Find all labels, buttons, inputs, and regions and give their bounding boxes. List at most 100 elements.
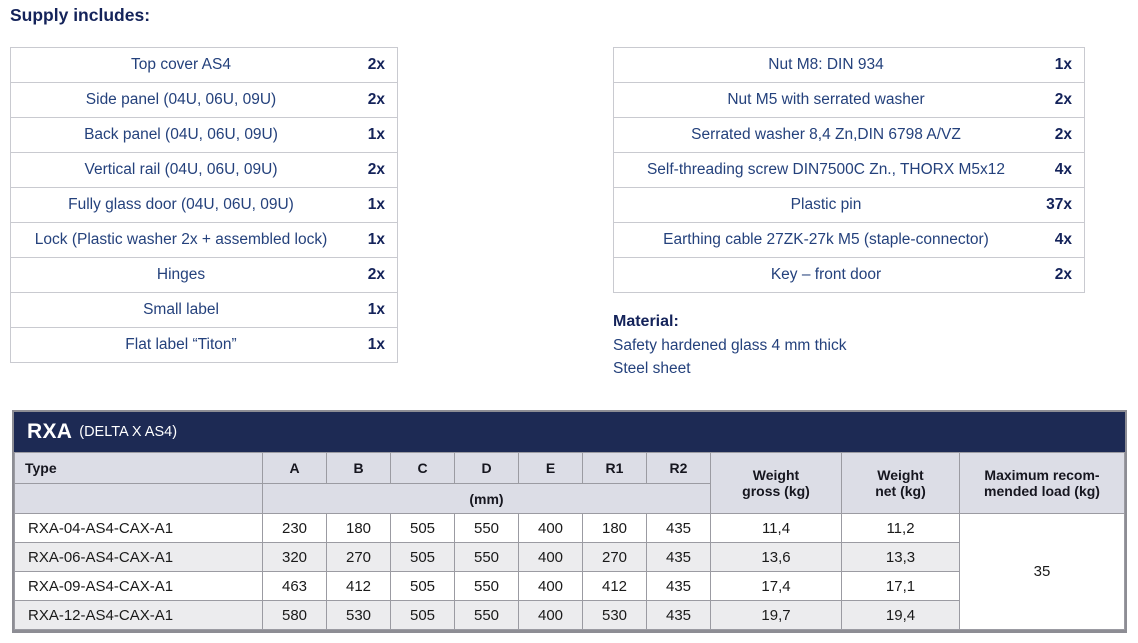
spec-cell: 530 — [582, 600, 647, 630]
spec-cell: 505 — [390, 542, 455, 572]
spec-cell: 463 — [262, 571, 327, 601]
spec-cell: 435 — [646, 513, 711, 543]
spec-cell: 550 — [454, 600, 519, 630]
spec-cell: 435 — [646, 600, 711, 630]
spec-cell: 230 — [262, 513, 327, 543]
supply-row: Top cover AS4 2x — [11, 48, 397, 83]
supply-item-label: Self-threading screw DIN7500C Zn., THORX… — [646, 161, 1006, 178]
supply-item-qty: 1x — [367, 126, 385, 143]
supply-item-qty: 2x — [1054, 126, 1072, 143]
spec-cell: 505 — [390, 600, 455, 630]
spec-type: RXA-04-AS4-CAX-A1 — [14, 513, 263, 543]
material-heading: Material: — [613, 313, 679, 330]
col-header-b: B — [326, 452, 391, 484]
supply-row: Vertical rail (04U, 06U, 09U) 2x — [11, 153, 397, 188]
spec-weight-gross: 13,6 — [710, 542, 842, 572]
supply-item-qty: 2x — [1054, 266, 1072, 283]
col-header-d: D — [454, 452, 519, 484]
supply-row: Plastic pin 37x — [614, 188, 1084, 223]
supply-item-qty: 2x — [367, 266, 385, 283]
col-header-type: Type — [14, 452, 263, 484]
supply-item-label: Back panel (04U, 06U, 09U) — [84, 126, 278, 143]
spec-cell: 270 — [326, 542, 391, 572]
col-header-c: C — [390, 452, 455, 484]
spec-type: RXA-12-AS4-CAX-A1 — [14, 600, 263, 630]
spec-max-load: 35 — [959, 513, 1125, 630]
supply-item-label: Vertical rail (04U, 06U, 09U) — [84, 161, 278, 178]
supply-item-qty: 1x — [367, 231, 385, 248]
supply-item-qty: 2x — [367, 161, 385, 178]
spec-cell: 400 — [518, 600, 583, 630]
material-block: Material: Safety hardened glass 4 mm thi… — [613, 310, 846, 380]
spec-row: RXA-12-AS4-CAX-A1 580 530 505 550 400 53… — [14, 600, 1125, 630]
spec-cell: 180 — [582, 513, 647, 543]
supply-item-label: Fully glass door (04U, 06U, 09U) — [68, 196, 294, 213]
spec-cell: 505 — [390, 571, 455, 601]
supply-row: Hinges 2x — [11, 258, 397, 293]
supply-item-label: Key – front door — [770, 266, 882, 283]
spec-cell: 180 — [326, 513, 391, 543]
supply-item-qty: 1x — [1054, 56, 1072, 73]
spec-cell: 400 — [518, 542, 583, 572]
supply-item-qty: 1x — [367, 336, 385, 353]
supply-row: Flat label “Titon” 1x — [11, 328, 397, 362]
supply-item-label: Earthing cable 27ZK-27k M5 (staple-conne… — [663, 231, 989, 248]
col-header-weight-gross: Weight gross (kg) — [710, 452, 842, 514]
spec-weight-gross: 17,4 — [710, 571, 842, 601]
supply-item-qty: 2x — [367, 91, 385, 108]
supply-item-qty: 1x — [367, 301, 385, 318]
spec-cell: 412 — [326, 571, 391, 601]
supply-list-right: Nut M8: DIN 934 1x Nut M5 with serrated w… — [613, 47, 1085, 293]
supply-row: Nut M8: DIN 934 1x — [614, 48, 1084, 83]
supply-item-qty: 1x — [367, 196, 385, 213]
supply-item-label: Small label — [143, 301, 219, 318]
page-title: Supply includes: — [10, 5, 151, 25]
spec-cell: 550 — [454, 513, 519, 543]
supply-item-label: Nut M5 with serrated washer — [727, 91, 925, 108]
material-line: Safety hardened glass 4 mm thick — [613, 337, 847, 354]
supply-list-left: Top cover AS4 2x Side panel (04U, 06U, 09… — [10, 47, 398, 363]
supply-item-label: Hinges — [156, 266, 206, 283]
spec-cell: 435 — [646, 571, 711, 601]
supply-item-label: Serrated washer 8,4 Zn,DIN 6798 A/VZ — [691, 126, 961, 143]
spec-cell: 400 — [518, 513, 583, 543]
supply-row: Fully glass door (04U, 06U, 09U) 1x — [11, 188, 397, 223]
spec-weight-net: 19,4 — [841, 600, 960, 630]
col-header-r2: R2 — [646, 452, 711, 484]
supply-row: Nut M5 with serrated washer 2x — [614, 83, 1084, 118]
supply-row: Serrated washer 8,4 Zn,DIN 6798 A/VZ 2x — [614, 118, 1084, 153]
spec-cell: 505 — [390, 513, 455, 543]
supply-item-qty: 37x — [1046, 196, 1072, 213]
spec-weight-net: 13,3 — [841, 542, 960, 572]
spec-weight-net: 11,2 — [841, 513, 960, 543]
supply-item-label: Flat label “Titon” — [125, 336, 237, 353]
col-header-r1: R1 — [582, 452, 647, 484]
spec-table: RXA (DELTA X AS4) Type A B C D E R1 R2 W… — [12, 410, 1127, 633]
supply-item-label: Plastic pin — [790, 196, 862, 213]
spec-row: RXA-09-AS4-CAX-A1 463 412 505 550 400 41… — [14, 571, 1125, 601]
spec-data-table: Type A B C D E R1 R2 Weight gross (kg) W… — [14, 452, 1125, 630]
supply-row: Key – front door 2x — [614, 258, 1084, 292]
col-header-weight-net: Weight net (kg) — [841, 452, 960, 514]
spec-title: RXA — [27, 420, 73, 443]
spec-cell: 400 — [518, 571, 583, 601]
supply-item-label: Side panel (04U, 06U, 09U) — [85, 91, 277, 108]
spec-cell: 550 — [454, 571, 519, 601]
col-header-a: A — [262, 452, 327, 484]
unit-header: (mm) — [262, 483, 711, 514]
spec-weight-gross: 11,4 — [710, 513, 842, 543]
spec-cell: 412 — [582, 571, 647, 601]
col-header-e: E — [518, 452, 583, 484]
supply-item-qty: 2x — [367, 56, 385, 73]
spec-weight-net: 17,1 — [841, 571, 960, 601]
empty-header-cell — [14, 483, 263, 514]
supply-row: Lock (Plastic washer 2x + assembled lock… — [11, 223, 397, 258]
spec-cell: 550 — [454, 542, 519, 572]
supply-row: Back panel (04U, 06U, 09U) 1x — [11, 118, 397, 153]
spec-subtitle: (DELTA X AS4) — [79, 424, 178, 440]
spec-row: RXA-06-AS4-CAX-A1 320 270 505 550 400 27… — [14, 542, 1125, 572]
supply-row: Small label 1x — [11, 293, 397, 328]
spec-cell: 270 — [582, 542, 647, 572]
spec-weight-gross: 19,7 — [710, 600, 842, 630]
supply-item-label: Top cover AS4 — [131, 56, 231, 73]
